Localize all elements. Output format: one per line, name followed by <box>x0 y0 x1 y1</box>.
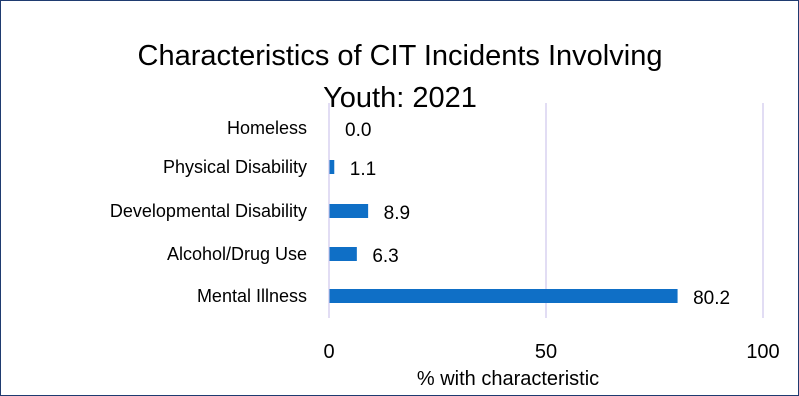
value-label: 0.0 <box>345 120 371 141</box>
category-label: Mental Illness <box>197 286 307 306</box>
chart-title-line-1: Characteristics of CIT Incidents Involvi… <box>138 40 663 72</box>
value-label: 6.3 <box>372 246 398 267</box>
chart-title: Characteristics of CIT Incidents Involvi… <box>138 40 663 114</box>
value-label: 80.2 <box>693 288 730 309</box>
x-tick-labels: 0 50 100 <box>323 341 779 363</box>
bar <box>329 247 357 261</box>
bar <box>329 204 369 218</box>
value-label: 8.9 <box>384 203 410 224</box>
x-tick-label: 50 <box>535 341 557 363</box>
category-label: Developmental Disability <box>110 201 307 221</box>
bars <box>329 160 678 303</box>
category-label: Alcohol/Drug Use <box>167 244 307 264</box>
x-axis-title: % with characteristic <box>417 368 599 390</box>
value-label: 1.1 <box>350 159 376 180</box>
bar <box>329 160 335 174</box>
category-labels: Homeless Physical Disability Developmental… <box>110 118 307 306</box>
value-labels: 0.0 1.1 8.9 6.3 80.2 <box>345 120 730 309</box>
category-label: Homeless <box>227 118 307 138</box>
category-label: Physical Disability <box>163 157 307 177</box>
x-tick-label: 0 <box>323 341 334 363</box>
chart-title-line-2: Youth: 2021 <box>323 82 477 114</box>
grid-lines <box>328 103 764 318</box>
bar <box>329 289 678 303</box>
x-tick-label: 100 <box>746 341 779 363</box>
